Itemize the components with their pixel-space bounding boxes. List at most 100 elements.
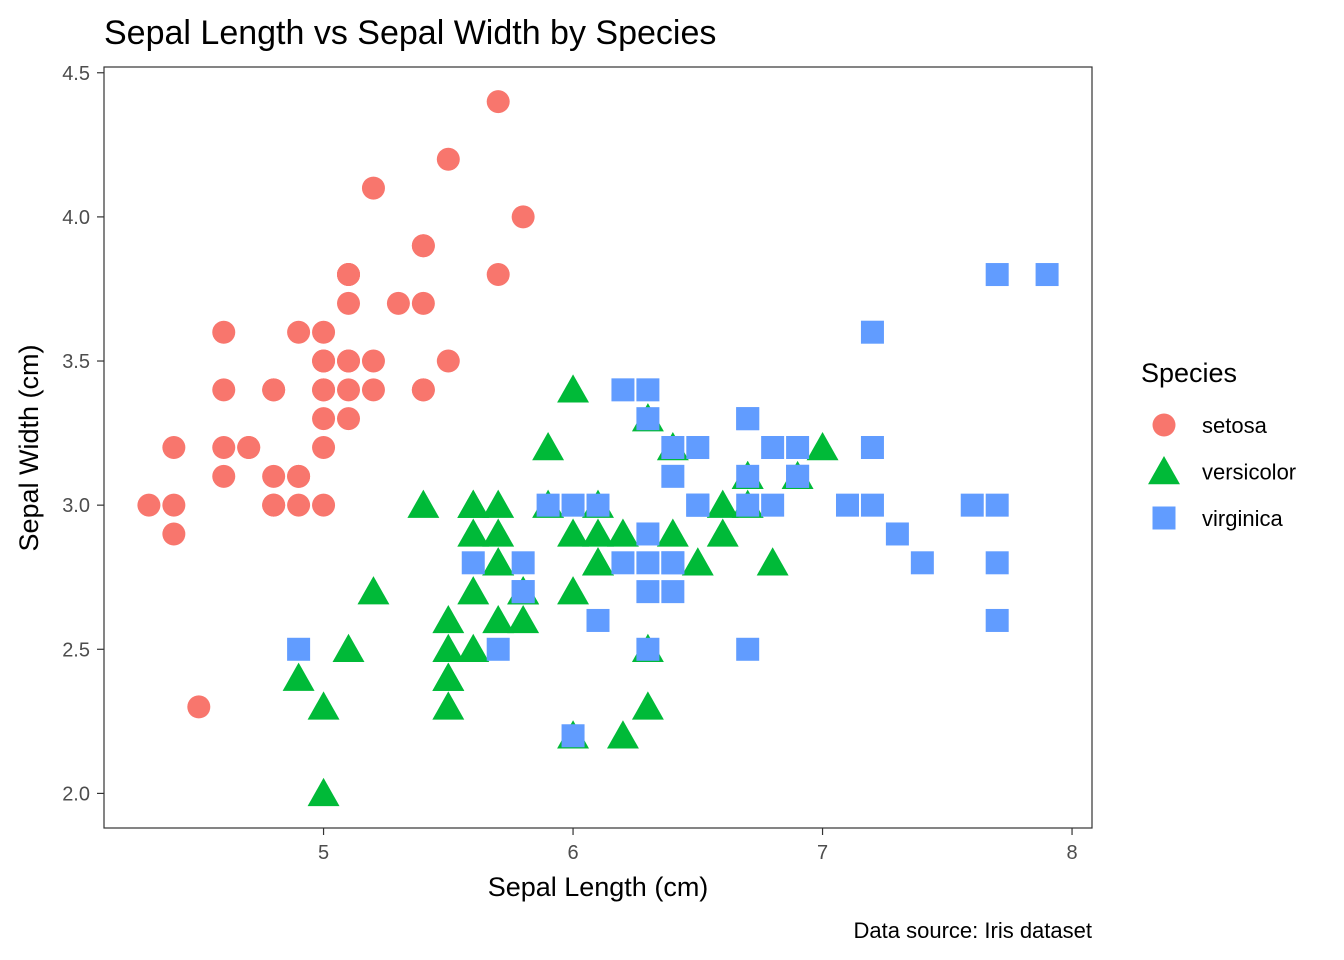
virginica-point: [985, 608, 1009, 632]
setosa-point: [312, 320, 336, 344]
setosa-point: [361, 378, 385, 402]
setosa-point: [287, 464, 311, 488]
setosa-point: [337, 291, 361, 315]
legend-key-setosa: [1152, 413, 1176, 437]
virginica-point: [985, 263, 1009, 287]
virginica-point: [910, 551, 934, 575]
versicolor-point: [307, 777, 340, 807]
setosa-point: [162, 522, 186, 546]
virginica-point: [636, 407, 660, 431]
chart-caption: Data source: Iris dataset: [854, 918, 1092, 943]
setosa-point: [436, 147, 460, 171]
series-setosa: [137, 90, 535, 719]
virginica-point: [736, 637, 760, 661]
versicolor-point: [631, 691, 664, 720]
setosa-point: [337, 407, 361, 431]
virginica-point: [686, 436, 710, 459]
versicolor-point: [282, 662, 315, 691]
legend-item-virginica: virginica: [1152, 506, 1283, 531]
versicolor-point: [407, 489, 440, 518]
y-tick-label: 2.5: [62, 639, 90, 661]
versicolor-point: [482, 547, 515, 576]
y-tick-label: 3.0: [62, 495, 90, 517]
versicolor-point: [756, 547, 789, 576]
virginica-point: [835, 493, 859, 517]
virginica-point: [661, 580, 685, 604]
versicolor-point: [557, 518, 590, 547]
setosa-point: [187, 695, 211, 719]
setosa-point: [212, 378, 236, 402]
virginica-point: [960, 493, 984, 517]
series-virginica: [287, 263, 1059, 748]
versicolor-point: [557, 374, 590, 403]
virginica-point: [661, 551, 685, 575]
setosa-point: [162, 436, 186, 459]
virginica-point: [761, 436, 785, 459]
y-axis-title: Sepal Width (cm): [14, 344, 44, 551]
versicolor-point: [307, 691, 340, 720]
versicolor-point: [357, 576, 390, 605]
versicolor-point: [706, 518, 739, 547]
x-tick-label: 5: [318, 842, 329, 864]
virginica-point: [461, 551, 485, 575]
virginica-point: [611, 551, 635, 575]
plot-border: [103, 66, 1093, 829]
x-axis-title: Sepal Length (cm): [488, 872, 709, 902]
virginica-point: [511, 580, 535, 604]
virginica-point: [586, 493, 610, 517]
x-tick-label: 6: [567, 842, 578, 864]
virginica-point: [786, 464, 810, 488]
setosa-point: [361, 176, 385, 200]
virginica-point: [636, 580, 660, 604]
virginica-point: [511, 551, 535, 575]
legend-title: Species: [1141, 358, 1237, 388]
virginica-point: [661, 464, 685, 488]
legend-key-virginica: [1152, 506, 1176, 530]
versicolor-point: [432, 633, 465, 662]
setosa-point: [212, 464, 236, 488]
virginica-point: [786, 436, 810, 459]
setosa-point: [361, 349, 385, 373]
virginica-point: [561, 724, 585, 748]
versicolor-point: [332, 633, 365, 662]
virginica-point: [736, 493, 760, 517]
y-tick-label: 2.0: [62, 783, 90, 805]
virginica-point: [985, 551, 1009, 575]
y-tick-label: 4.0: [62, 207, 90, 229]
setosa-point: [312, 493, 336, 517]
setosa-point: [386, 291, 410, 315]
setosa-point: [411, 234, 435, 258]
virginica-point: [586, 608, 610, 632]
virginica-point: [761, 493, 785, 517]
setosa-point: [262, 378, 286, 402]
setosa-point: [287, 493, 311, 517]
versicolor-point: [482, 489, 515, 518]
x-axis: 5 6 7 8: [318, 828, 1078, 864]
virginica-point: [736, 464, 760, 488]
legend: Species setosa versicolor virginica: [1141, 358, 1296, 531]
setosa-point: [212, 436, 236, 459]
legend-label: setosa: [1202, 413, 1268, 438]
legend-label: virginica: [1202, 506, 1283, 531]
versicolor-point: [457, 576, 490, 605]
y-axis: 2.0 2.5 3.0 3.5 4.0 4.5: [62, 63, 104, 805]
setosa-point: [337, 263, 361, 287]
versicolor-point: [681, 547, 714, 576]
setosa-point: [436, 349, 460, 373]
x-tick-label: 7: [817, 842, 828, 864]
setosa-point: [411, 378, 435, 402]
setosa-point: [337, 349, 361, 373]
setosa-point: [262, 464, 286, 488]
versicolor-point: [507, 604, 540, 634]
versicolor-point: [457, 489, 490, 518]
versicolor-point: [432, 691, 465, 720]
setosa-point: [312, 407, 336, 431]
virginica-point: [885, 522, 909, 546]
virginica-point: [536, 493, 560, 517]
setosa-point: [511, 205, 535, 229]
chart-title: Sepal Length vs Sepal Width by Species: [104, 14, 716, 52]
virginica-point: [636, 378, 660, 402]
setosa-point: [262, 493, 286, 517]
virginica-point: [486, 637, 510, 661]
setosa-point: [312, 349, 336, 373]
